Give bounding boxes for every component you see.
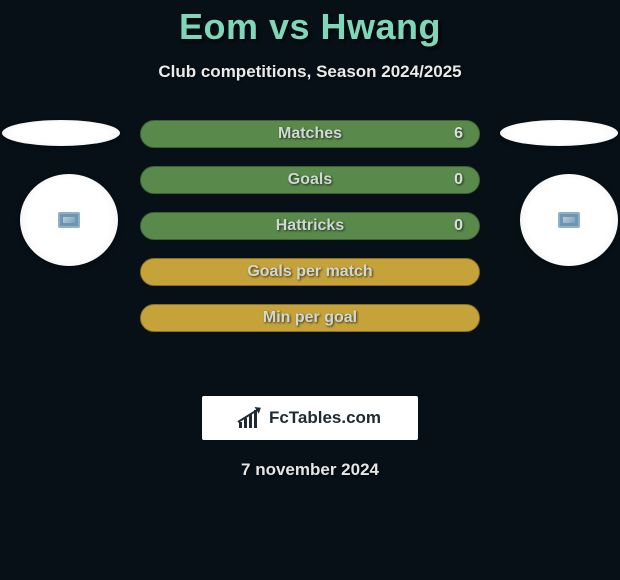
placeholder-image-icon	[558, 212, 580, 228]
stat-row-goalspermatch: Goals per match	[140, 258, 480, 286]
stat-row-matches: Matches 6	[140, 120, 480, 148]
header: Eom vs Hwang Club competitions, Season 2…	[0, 0, 620, 82]
page-subtitle: Club competitions, Season 2024/2025	[0, 62, 620, 82]
stat-label: Min per goal	[263, 309, 357, 327]
logo-text: FcTables.com	[269, 408, 381, 428]
logo-bars-icon	[239, 408, 263, 428]
stat-label: Hattricks	[276, 217, 344, 235]
stat-label: Matches	[278, 125, 342, 143]
stat-label: Goals	[288, 171, 332, 189]
stat-value: 0	[454, 171, 463, 189]
player-left-ellipse	[2, 120, 120, 146]
stat-rows: Matches 6 Goals 0 Hattricks 0 Goals per …	[140, 120, 480, 350]
snapshot-date: 7 november 2024	[0, 460, 620, 480]
stat-value: 6	[454, 125, 463, 143]
stat-value: 0	[454, 217, 463, 235]
fctables-logo[interactable]: FcTables.com	[202, 396, 418, 440]
stat-row-goals: Goals 0	[140, 166, 480, 194]
page-title: Eom vs Hwang	[0, 6, 620, 48]
stat-label: Goals per match	[247, 263, 372, 281]
placeholder-image-icon	[58, 212, 80, 228]
player-left-avatar	[20, 174, 118, 266]
stat-row-minpergoal: Min per goal	[140, 304, 480, 332]
stat-row-hattricks: Hattricks 0	[140, 212, 480, 240]
player-right-ellipse	[500, 120, 618, 146]
player-right-avatar	[520, 174, 618, 266]
comparison-panel: Matches 6 Goals 0 Hattricks 0 Goals per …	[0, 120, 620, 370]
